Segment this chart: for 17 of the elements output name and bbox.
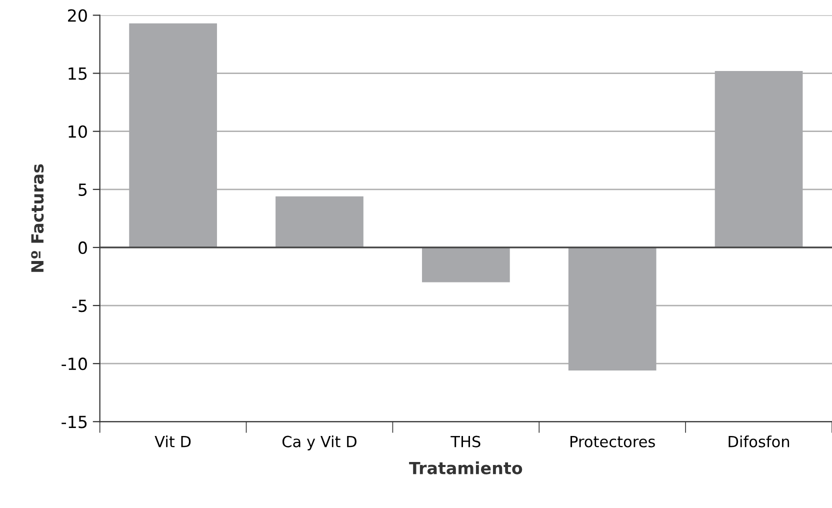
y-tick-label: 10 [68,125,87,138]
x-tick-label: Vit D [154,436,191,448]
y-tick-label: -5 [72,300,87,312]
y-tick-label: -15 [62,416,87,428]
x-tick-label: THS [450,436,480,448]
x-tick-label: Difosfon [728,436,790,448]
x-axis-title: Tratamiento [409,461,522,474]
y-tick-label: -10 [62,358,87,370]
y-tick-label: 20 [68,9,87,22]
bar [422,247,510,282]
x-tick-label: Ca y Vit D [282,436,356,450]
x-tick-label: Protectores [570,436,655,448]
y-tick-label: 5 [78,184,87,196]
y-tick-label: 0 [78,241,87,254]
bar [276,196,364,248]
y-axis-title: Nº Facturas [31,164,44,272]
y-tick-label: 15 [68,67,87,80]
